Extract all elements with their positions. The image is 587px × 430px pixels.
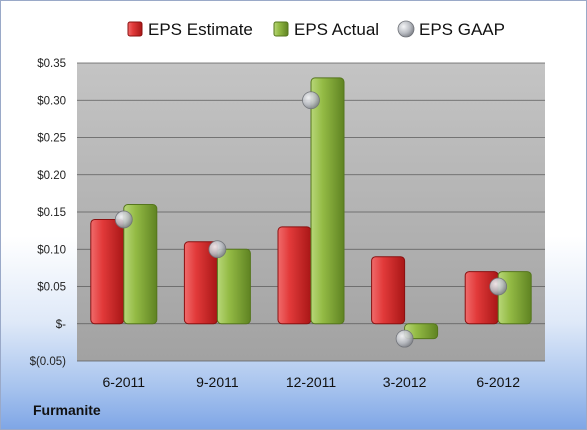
estimate-bar-6-2011 bbox=[90, 218, 125, 325]
gaap-marker-6-2012 bbox=[489, 277, 508, 296]
legend-label: EPS Actual bbox=[294, 20, 379, 39]
legend-swatch-0 bbox=[127, 21, 143, 37]
y-tick-label: $0.05 bbox=[37, 282, 66, 294]
legend-swatch-2 bbox=[397, 20, 415, 38]
y-tick-label: $0.35 bbox=[37, 58, 66, 70]
actual-bar-9-2011 bbox=[216, 248, 251, 325]
x-category-label: 9-2011 bbox=[196, 374, 239, 390]
x-axis: 6-2011 9-2011 12-2011 3-2012 6-2012 bbox=[103, 374, 521, 390]
gaap-marker-6-2011 bbox=[114, 210, 133, 229]
y-tick-label: $0.20 bbox=[37, 170, 66, 182]
y-tick-label: $0.15 bbox=[37, 207, 66, 219]
gaap-marker-9-2011 bbox=[208, 240, 227, 259]
x-category-label: 3-2012 bbox=[383, 374, 427, 390]
bars bbox=[90, 77, 532, 340]
legend-label: EPS GAAP bbox=[419, 20, 505, 39]
estimate-bar-3-2012 bbox=[371, 256, 406, 325]
x-category-label: 6-2012 bbox=[476, 374, 520, 390]
estimate-bar-12-2011 bbox=[277, 226, 312, 325]
y-tick-label: $- bbox=[56, 319, 66, 331]
gaap-markers bbox=[114, 91, 508, 348]
x-category-label: 12-2011 bbox=[286, 374, 337, 390]
actual-bar-6-2011 bbox=[123, 204, 158, 325]
y-tick-label: $0.25 bbox=[37, 133, 66, 145]
y-tick-label: $0.30 bbox=[37, 95, 66, 107]
legend-label: EPS Estimate bbox=[148, 20, 253, 39]
gaap-marker-3-2012 bbox=[395, 329, 414, 348]
y-tick-label: $(0.05) bbox=[30, 356, 67, 368]
legend: EPS Estimate EPS Actual EPS GAAP bbox=[127, 20, 505, 39]
company-name: Furmanite bbox=[33, 402, 101, 418]
y-tick-label: $0.10 bbox=[37, 244, 66, 256]
gaap-marker-12-2011 bbox=[302, 91, 320, 110]
actual-bar-12-2011 bbox=[310, 77, 345, 325]
x-category-label: 6-2011 bbox=[103, 374, 146, 390]
y-axis: $0.35 $0.30 $0.25 $0.20 $0.15 $0.10 $0.05 $- $(0… bbox=[30, 58, 67, 368]
legend-swatch-1 bbox=[273, 21, 289, 37]
